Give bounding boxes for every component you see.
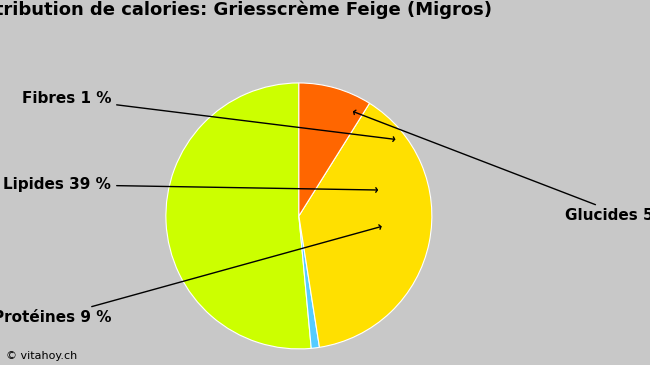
- Wedge shape: [299, 83, 369, 216]
- Wedge shape: [299, 216, 320, 348]
- Text: Distribution de calories: Griesscrème Feige (Migros): Distribution de calories: Griesscrème Fe…: [0, 0, 491, 19]
- Text: Protéines 9 %: Protéines 9 %: [0, 225, 381, 325]
- Text: Lipides 39 %: Lipides 39 %: [3, 177, 378, 192]
- Text: Glucides 52 %: Glucides 52 %: [354, 110, 650, 223]
- Text: Fibres 1 %: Fibres 1 %: [21, 91, 395, 141]
- Text: © vitahoy.ch: © vitahoy.ch: [6, 351, 78, 361]
- Wedge shape: [299, 103, 432, 347]
- Wedge shape: [166, 83, 311, 349]
